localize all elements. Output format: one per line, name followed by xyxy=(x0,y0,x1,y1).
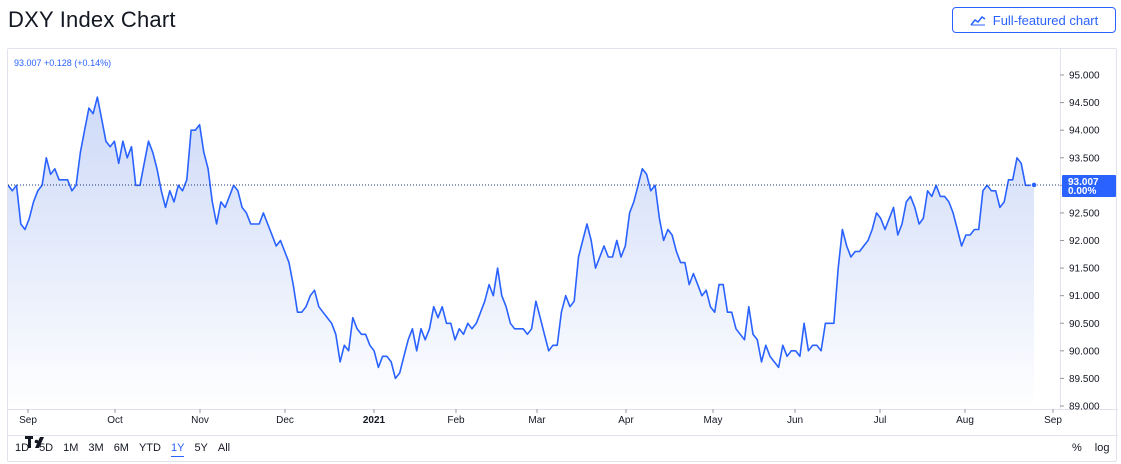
x-tick-label: Dec xyxy=(276,415,294,426)
last-price-dot xyxy=(1030,181,1038,189)
series-line[interactable] xyxy=(8,96,1035,380)
range-button-3m[interactable]: 3M xyxy=(88,442,104,454)
tradingview-logo[interactable] xyxy=(25,436,47,455)
range-button-6m[interactable]: 6M xyxy=(113,442,129,454)
y-tick-label: 90.500 xyxy=(1069,319,1100,330)
x-tick-label: Feb xyxy=(447,415,465,426)
y-tick-label: 89.000 xyxy=(1069,402,1100,413)
x-tick-label: Apr xyxy=(618,415,634,426)
x-tick-label: Sep xyxy=(19,415,37,426)
full-featured-chart-button[interactable]: Full-featured chart xyxy=(952,7,1116,33)
y-tick-label: 92.500 xyxy=(1069,208,1100,219)
percent-scale-button[interactable]: % xyxy=(1072,442,1082,454)
range-selector: 1D 5D 1M 3M 6M YTD 1Y 5Y All xyxy=(10,441,235,457)
range-button-1y[interactable]: 1Y xyxy=(166,441,189,457)
page-title: DXY Index Chart xyxy=(8,7,176,32)
range-button-5y[interactable]: 5Y xyxy=(194,442,208,454)
range-button-1m[interactable]: 1M xyxy=(63,442,79,454)
log-scale-button[interactable]: log xyxy=(1094,442,1110,454)
last-price-tag xyxy=(1062,174,1116,197)
y-tick-label: 95.000 xyxy=(1069,71,1100,82)
x-tick-label: Oct xyxy=(107,415,123,426)
last-price-change: 0.00% xyxy=(1068,186,1096,197)
chart-line-icon xyxy=(970,15,986,26)
x-tick-label: May xyxy=(704,415,723,426)
y-tick-label: 91.500 xyxy=(1069,264,1100,275)
range-button-ytd[interactable]: YTD xyxy=(138,442,161,454)
scale-selector: % log xyxy=(1072,441,1109,455)
x-tick-label: Aug xyxy=(956,415,974,426)
x-tick-label: Sep xyxy=(1044,415,1062,426)
range-button-5d[interactable]: 5D xyxy=(39,442,54,454)
series-area xyxy=(8,97,1034,409)
y-tick-label: 93.500 xyxy=(1069,153,1100,164)
last-price-value: 93.007 xyxy=(1068,177,1099,188)
x-tick-label: Jul xyxy=(874,415,887,426)
chart-widget[interactable]: 95.00094.50094.00093.50093.00092.50092.0… xyxy=(7,48,1118,463)
y-tick-label: 91.000 xyxy=(1069,291,1100,302)
legend-text: 93.007 +0.128 (+0.14%) xyxy=(14,58,111,68)
y-tick-label: 89.500 xyxy=(1069,374,1100,385)
y-tick-label: 94.500 xyxy=(1069,98,1100,109)
full-featured-chart-label: Full-featured chart xyxy=(992,12,1099,28)
y-tick-label: 92.000 xyxy=(1069,236,1100,247)
price-chart[interactable]: 95.00094.50094.00093.50093.00092.50092.0… xyxy=(8,49,1118,463)
range-button-all[interactable]: All xyxy=(217,442,231,454)
x-tick-label: Nov xyxy=(191,415,209,426)
y-tick-label: 94.000 xyxy=(1069,126,1100,137)
range-button-1d[interactable]: 1D xyxy=(15,442,30,454)
x-tick-label: Jun xyxy=(787,415,803,426)
y-tick-label: 90.000 xyxy=(1069,346,1100,357)
x-tick-label: Mar xyxy=(528,415,546,426)
x-tick-label: 2021 xyxy=(363,415,386,426)
